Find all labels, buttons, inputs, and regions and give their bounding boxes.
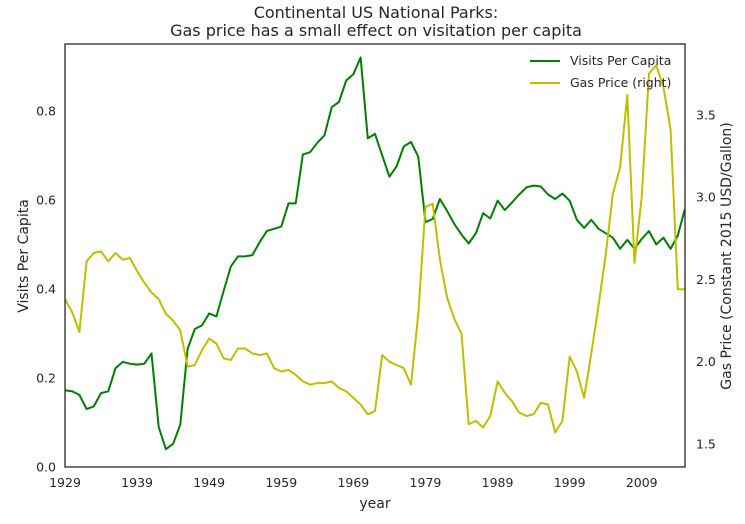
x-tick-label: 2009 <box>626 475 658 490</box>
x-tick-label: 1979 <box>410 475 442 490</box>
y-right-axis-ticks: 1.5 2.0 2.5 3.0 3.5 <box>696 107 716 451</box>
x-tick-label: 1969 <box>337 475 369 490</box>
y-left-tick-label: 0.0 <box>36 460 56 475</box>
y-right-tick-label: 1.5 <box>696 436 716 451</box>
y-right-tick-label: 3.5 <box>696 107 716 122</box>
y-left-tick-label: 0.4 <box>36 281 56 296</box>
y-right-tick-label: 2.0 <box>696 354 716 369</box>
chart-title-line1: Continental US National Parks: <box>254 3 499 22</box>
y-left-axis-ticks: 0.0 0.2 0.4 0.6 0.8 <box>36 103 56 474</box>
legend-label-visits: Visits Per Capita <box>570 53 671 68</box>
y-left-axis-label: Visits Per Capita <box>16 199 32 313</box>
series-line-gas-price <box>65 64 685 434</box>
x-axis-label: year <box>359 496 390 512</box>
y-right-axis-label: Gas Price (Constant 2015 USD/Gallon) <box>719 122 735 389</box>
series-layer <box>65 56 685 451</box>
x-tick-label: 1929 <box>49 475 81 490</box>
x-tick-label: 1959 <box>265 475 297 490</box>
y-right-tick-label: 2.5 <box>696 272 716 287</box>
y-left-tick-label: 0.6 <box>36 192 56 207</box>
x-tick-label: 1949 <box>193 475 225 490</box>
y-right-tick-label: 3.0 <box>696 190 716 205</box>
y-left-tick-label: 0.8 <box>36 103 56 118</box>
legend-label-gas: Gas Price (right) <box>570 75 671 90</box>
x-tick-label: 1989 <box>482 475 514 490</box>
legend: Visits Per Capita Gas Price (right) <box>530 53 671 90</box>
x-tick-label: 1939 <box>121 475 153 490</box>
x-tick-label: 1999 <box>554 475 586 490</box>
x-axis-ticks: 1929 1939 1949 1959 1969 1979 1989 1999 2009 <box>49 475 658 490</box>
plot-frame <box>64 43 686 468</box>
chart-title-line2: Gas price has a small effect on visitati… <box>170 21 582 40</box>
series-line-visits-per-capita <box>65 56 685 451</box>
y-left-tick-label: 0.2 <box>36 370 56 385</box>
